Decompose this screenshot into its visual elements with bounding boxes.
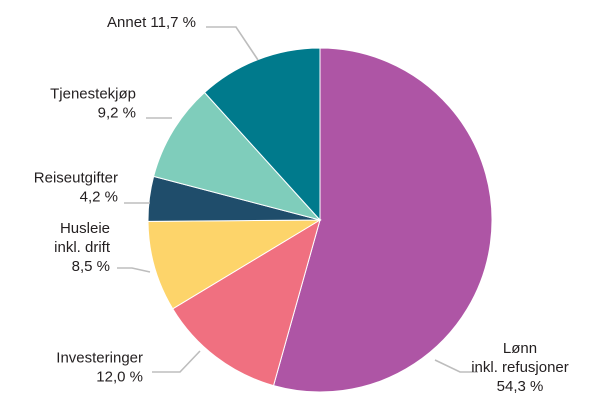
leader-line-investeringer (152, 350, 201, 373)
leader-line-lonn-inkl-refusjoner (434, 359, 478, 373)
pie-slice-husleie-inkl-drift (147, 219, 322, 310)
pie-slice-investeringer (172, 218, 321, 387)
slice-label-investeringer: Investeringer 12,0 % (56, 350, 143, 386)
leader-line-annet (206, 26, 259, 61)
slice-label-lonn-inkl-refusjoner: Lønn inkl. refusjoner 54,3 % (471, 340, 569, 395)
leader-lines (117, 26, 478, 373)
slice-label-husleie-inkl-drift: Husleie inkl. drift 8,5 % (54, 220, 111, 275)
slice-label-tjenestekjop: Tjenestekjøp 9,2 % (50, 86, 136, 122)
slice-label-reiseutgifter: Reiseutgifter 4,2 % (34, 170, 118, 206)
pie-slices (147, 47, 493, 393)
leader-line-husleie-inkl-drift (117, 267, 151, 273)
slice-label-annet: Annet 11,7 % (107, 14, 196, 31)
pie-slice-tjenestekjop (153, 91, 322, 221)
pie-slice-lonn-inkl-refusjoner (272, 47, 493, 393)
slice-labels: Lønn inkl. refusjoner 54,3 % Investeringer 1… (34, 14, 569, 395)
